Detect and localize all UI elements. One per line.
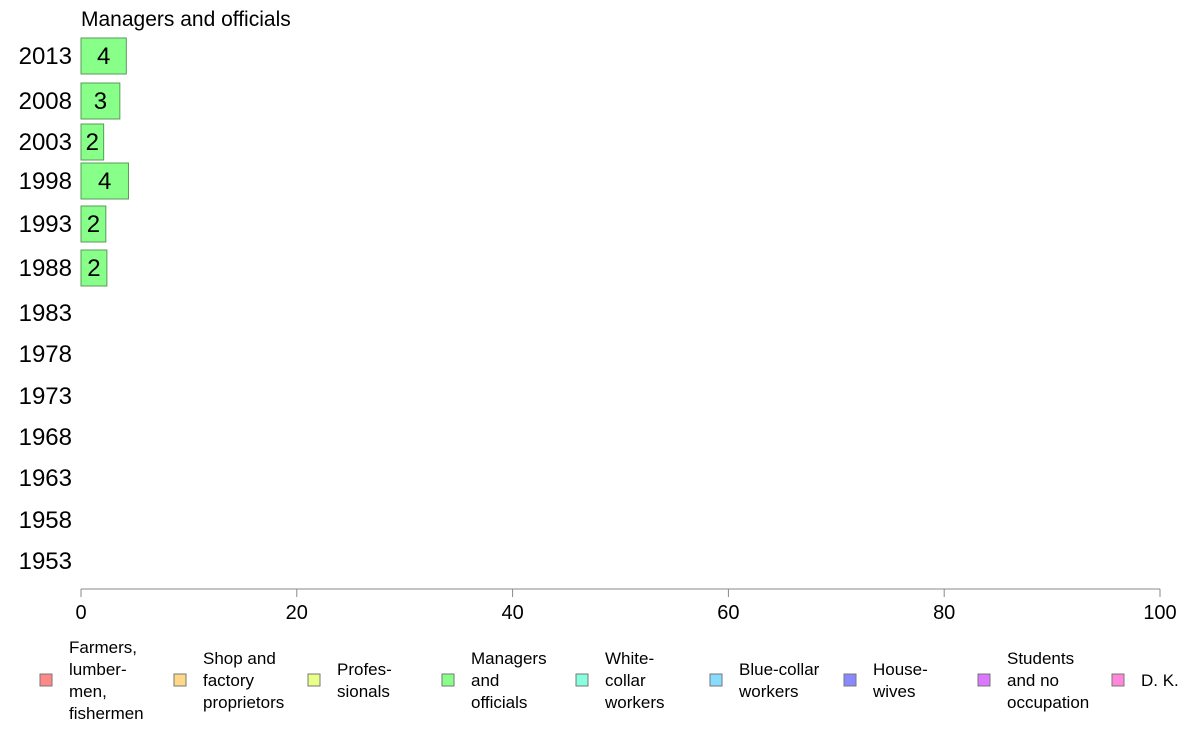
x-tick-label-40: 40 xyxy=(501,602,523,624)
legend-label-1-0: Shop and xyxy=(203,649,276,668)
bars-group: 4 3 2 4 2 2 xyxy=(80,37,129,287)
bar-2008 xyxy=(80,82,121,120)
legend-item-8: D. K. xyxy=(1111,671,1179,690)
x-axis: 0 20 40 60 80 100 xyxy=(75,588,1177,624)
y-tick-label-1993: 1993 xyxy=(19,211,72,238)
legend-swatch-8 xyxy=(1111,673,1125,687)
legend-swatch-6 xyxy=(843,673,857,687)
legend-label-3-0: Managers xyxy=(471,649,547,668)
bar-2003 xyxy=(80,123,105,161)
legend-label-5-1: workers xyxy=(738,682,799,701)
legend: Farmers, lumber-men, fishermen Shop and fact… xyxy=(39,638,1179,723)
legend-swatch-5 xyxy=(709,673,723,687)
legend-item-0: Farmers, lumber-men, fishermen xyxy=(39,638,144,723)
y-tick-label-1953: 1953 xyxy=(19,548,72,575)
bar-1988 xyxy=(80,249,108,287)
legend-label-4-2: workers xyxy=(604,693,665,712)
legend-label-3-1: and xyxy=(471,671,499,690)
legend-label-1-2: proprietors xyxy=(203,693,284,712)
legend-label-4-0: White- xyxy=(605,649,654,668)
legend-swatch-1 xyxy=(173,673,187,687)
legend-label-2-0: Profes- xyxy=(337,660,392,679)
x-tick-label-100: 100 xyxy=(1143,602,1176,624)
bar-1993 xyxy=(80,205,107,243)
legend-label-7-0: Students xyxy=(1007,649,1074,668)
legend-swatch-4 xyxy=(575,673,589,687)
legend-item-1: Shop and factory proprietors xyxy=(173,649,284,712)
y-tick-label-2008: 2008 xyxy=(19,88,72,115)
bar-label-1998: 4 xyxy=(98,168,111,195)
x-tick-label-80: 80 xyxy=(933,602,955,624)
legend-swatch-3 xyxy=(441,673,455,687)
legend-swatch-7 xyxy=(977,673,991,687)
chart-title: Managers and officials xyxy=(81,8,291,31)
bar-label-1988: 2 xyxy=(87,255,100,282)
legend-swatch-0 xyxy=(39,673,53,687)
legend-item-2: Profes-sionals xyxy=(307,660,392,701)
legend-label-7-1: and no xyxy=(1007,671,1059,690)
legend-label-2-1: sionals xyxy=(337,682,390,701)
y-tick-label-1968: 1968 xyxy=(19,424,72,451)
x-tick-label-20: 20 xyxy=(286,602,308,624)
legend-item-3: Managers and officials xyxy=(441,649,547,712)
legend-item-6: House-wives xyxy=(843,660,928,701)
legend-label-0-0: Farmers, xyxy=(69,638,137,657)
bar-label-2003: 2 xyxy=(86,129,99,156)
legend-label-5-0: Blue-collar xyxy=(739,660,820,679)
y-tick-label-1988: 1988 xyxy=(19,255,72,282)
legend-label-4-1: collar xyxy=(605,671,646,690)
y-tick-label-1978: 1978 xyxy=(19,341,72,368)
legend-label-0-3: fishermen xyxy=(69,704,144,723)
bar-label-2013: 4 xyxy=(97,43,110,70)
legend-item-5: Blue-collar workers xyxy=(709,660,820,701)
legend-label-6-0: House- xyxy=(873,660,928,679)
legend-swatch-2 xyxy=(307,673,321,687)
x-tick-label-60: 60 xyxy=(717,602,739,624)
y-tick-label-2013: 2013 xyxy=(19,43,72,70)
legend-item-4: White-collar workers xyxy=(575,649,665,712)
x-tick-label-0: 0 xyxy=(75,602,86,624)
bar-1998 xyxy=(80,162,129,200)
legend-label-3-2: officials xyxy=(471,693,527,712)
legend-label-7-2: occupation xyxy=(1007,693,1089,712)
bar-label-2008: 3 xyxy=(94,88,107,115)
y-tick-label-1973: 1973 xyxy=(19,383,72,410)
y-tick-label-2003: 2003 xyxy=(19,129,72,156)
y-axis-labels: 2013 2008 2003 1998 1993 1988 1983 1978 1973 1968… xyxy=(19,43,72,575)
legend-label-8-0: D. K. xyxy=(1141,671,1179,690)
bar-2013 xyxy=(80,37,127,75)
legend-label-0-1: lumber- xyxy=(69,660,127,679)
legend-label-1-1: factory xyxy=(203,671,255,690)
bar-label-1993: 2 xyxy=(87,211,100,238)
legend-label-0-2: men, xyxy=(69,682,107,701)
y-tick-label-1958: 1958 xyxy=(19,507,72,534)
legend-item-7: Students and no occupation xyxy=(977,649,1089,712)
y-tick-label-1963: 1963 xyxy=(19,465,72,492)
legend-label-6-1: wives xyxy=(872,682,916,701)
y-tick-label-1998: 1998 xyxy=(19,168,72,195)
y-tick-label-1983: 1983 xyxy=(19,300,72,327)
